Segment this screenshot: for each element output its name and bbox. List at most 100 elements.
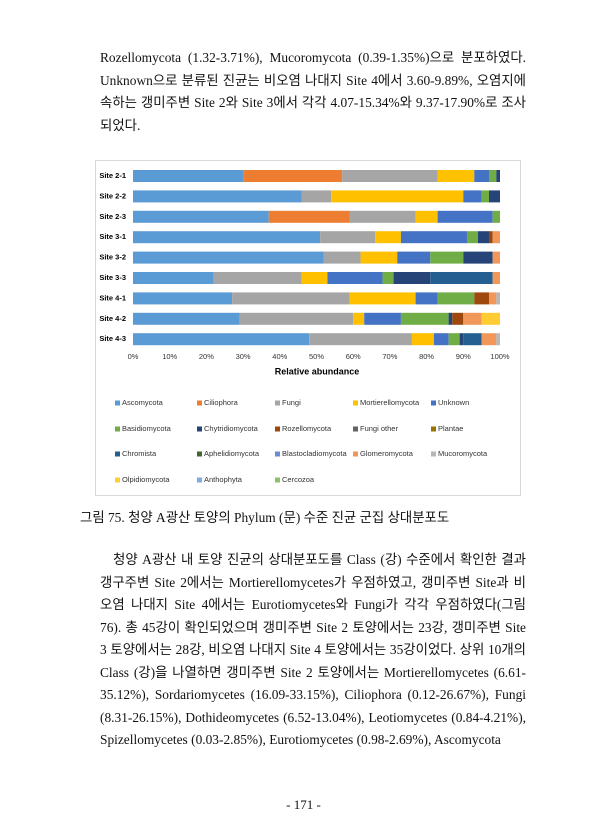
legend-swatch — [431, 426, 436, 432]
bar-segment — [320, 231, 376, 244]
bar-segment — [400, 231, 467, 244]
legend-label: Chromista — [122, 449, 157, 458]
legend-swatch — [115, 451, 120, 457]
bar-segment — [331, 190, 464, 203]
x-tick-label: 60% — [346, 352, 361, 361]
category-label: Site 3-1 — [99, 232, 126, 241]
bar-segment — [481, 190, 489, 203]
legend-label: Ascomycota — [122, 398, 164, 407]
x-tick-label: 100% — [490, 352, 510, 361]
category-label: Site 2-1 — [99, 171, 126, 180]
legend-label: Blastocladiomycota — [282, 449, 347, 458]
bar-segment — [492, 210, 500, 223]
bar-segment — [411, 333, 434, 346]
legend-swatch — [115, 477, 120, 483]
x-tick-label: 50% — [309, 352, 324, 361]
bar-segment — [327, 272, 383, 284]
bar-segment — [323, 251, 361, 264]
legend-swatch — [431, 451, 436, 457]
legend-swatch — [275, 426, 280, 432]
bar-segment — [496, 292, 500, 305]
bar-segment — [301, 190, 332, 203]
legend-swatch — [353, 400, 358, 406]
bar-segment — [382, 272, 394, 284]
category-label: Site 4-1 — [99, 293, 126, 302]
x-tick-label: 80% — [419, 352, 434, 361]
bar-segment — [415, 292, 438, 305]
bar-segment — [133, 312, 240, 325]
bar-segment — [133, 210, 269, 223]
bar-segment — [430, 272, 493, 284]
bar-segment — [349, 210, 416, 223]
bar-segment — [397, 251, 431, 264]
category-label: Site 3-3 — [99, 273, 126, 282]
bar-segment — [437, 170, 475, 182]
legend-swatch — [275, 477, 280, 483]
bar-segment — [232, 292, 350, 305]
legend-swatch — [115, 400, 120, 406]
paragraph: 청양 A광산 내 토양 진균의 상대분포도를 Class (강) 수준에서 확인… — [100, 552, 526, 747]
bar-segment — [492, 231, 500, 244]
bar-segment — [430, 251, 464, 264]
bar-segment — [474, 170, 489, 182]
legend-label: Fungi — [282, 398, 301, 407]
x-tick-label: 0% — [128, 352, 139, 361]
legend-label: Glomeromycota — [360, 449, 414, 458]
legend-swatch — [197, 451, 202, 457]
category-label: Site 3-2 — [99, 253, 126, 262]
bar-segment — [364, 312, 401, 325]
legend-label: Mucoromycota — [438, 449, 488, 458]
bar-segment — [342, 170, 438, 182]
bar-segment — [349, 292, 416, 305]
page-number: - 171 - — [286, 797, 321, 812]
bar-segment — [360, 251, 398, 264]
legend-swatch — [275, 451, 280, 457]
legend-label: Chytridiomycota — [204, 424, 259, 433]
bar-segment — [463, 312, 482, 325]
legend-label: Aphelidiomycota — [204, 449, 260, 458]
bar-segment — [309, 333, 412, 346]
bar-segment — [133, 170, 244, 182]
bar-segment — [474, 292, 489, 305]
legend-swatch — [115, 426, 120, 432]
category-label: Site 4-3 — [99, 334, 126, 343]
legend-label: Basidiomycota — [122, 424, 172, 433]
figure-caption: 그림 75. 청양 A광산 토양의 Phylum (문) 수준 진균 군집 상대… — [80, 510, 450, 525]
bar-segment — [463, 333, 482, 346]
legend-swatch — [353, 451, 358, 457]
bar-segment — [133, 190, 302, 203]
legend-label: Unknown — [438, 398, 469, 407]
legend-swatch — [197, 426, 202, 432]
bar-segment — [488, 190, 500, 203]
x-tick-label: 40% — [272, 352, 287, 361]
legend-swatch — [197, 477, 202, 483]
bar-segment — [452, 312, 464, 325]
legend-label: Plantae — [438, 424, 463, 433]
bar-segment — [433, 333, 449, 346]
paragraph: Rozellomycota (1.32-3.71%), Mucoromycota… — [100, 50, 526, 133]
bar-segment — [133, 333, 310, 346]
bar-segment — [448, 312, 453, 325]
legend-swatch — [275, 400, 280, 406]
bar-segment — [375, 231, 401, 244]
bar-segment — [463, 190, 482, 203]
legend-label: Fungi other — [360, 424, 398, 433]
bar-segment — [492, 272, 500, 284]
x-axis-label: Relative abundance — [275, 366, 360, 376]
bar-segment — [437, 210, 493, 223]
chart: Relative abundance 0% 10% 20% 30% 40% 50% 60% 7… — [95, 160, 521, 496]
category-label: Site 4-2 — [99, 314, 126, 323]
bar-segment — [481, 333, 497, 346]
bar-segment — [400, 312, 449, 325]
bar-segment — [415, 210, 438, 223]
bar-segment — [496, 333, 500, 346]
bar-segment — [463, 251, 493, 264]
legend-label: Olpidiomycota — [122, 475, 170, 484]
legend-swatch — [353, 426, 358, 432]
category-label: Site 2-3 — [99, 212, 126, 221]
legend-label: Rozellomycota — [282, 424, 332, 433]
bar-segment — [437, 292, 475, 305]
bar-segment — [133, 272, 214, 284]
bar-segment — [488, 170, 497, 182]
